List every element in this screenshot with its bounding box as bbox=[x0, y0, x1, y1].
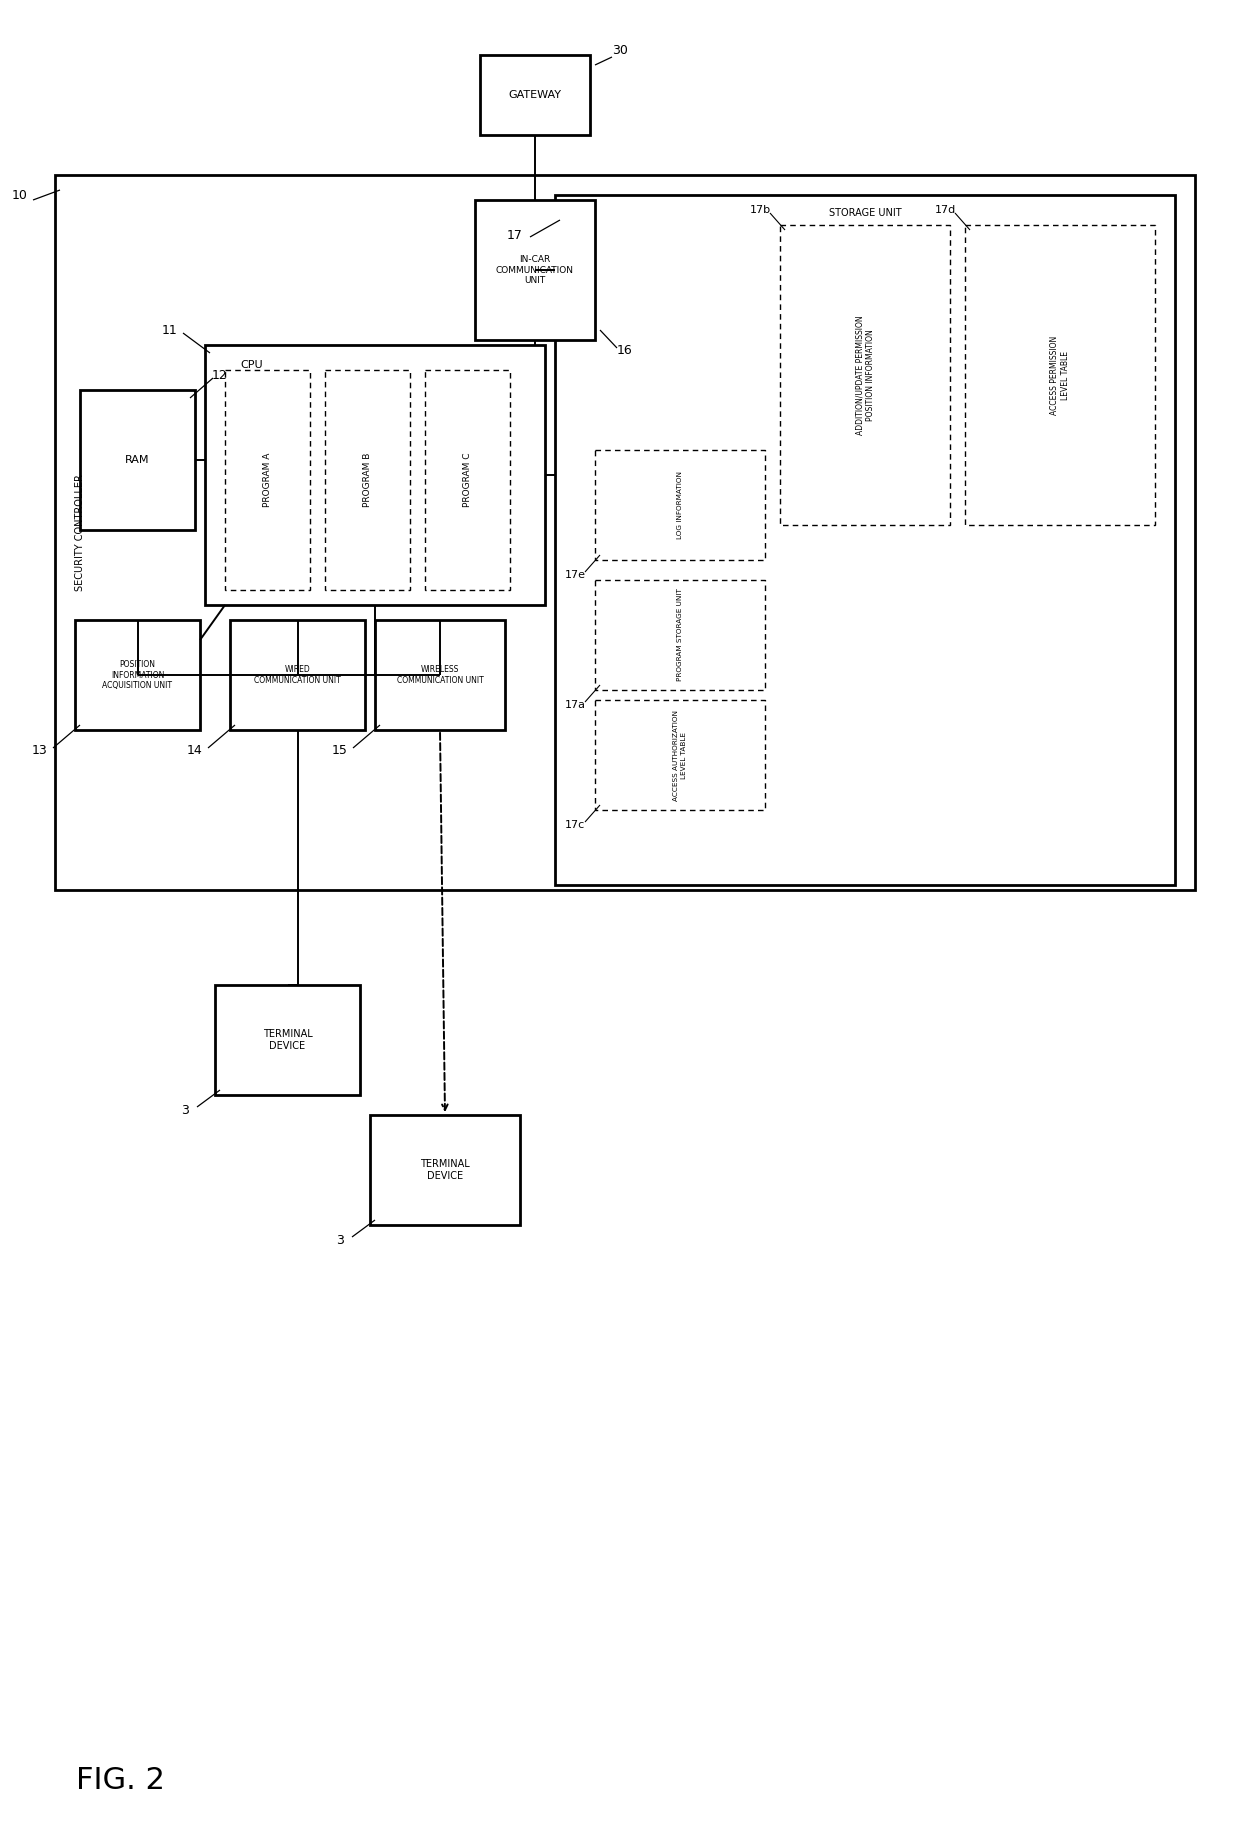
FancyBboxPatch shape bbox=[965, 224, 1154, 524]
Text: ADDITION/UPDATE PERMISSION
POSITION INFORMATION: ADDITION/UPDATE PERMISSION POSITION INFO… bbox=[856, 314, 874, 434]
FancyBboxPatch shape bbox=[780, 224, 950, 524]
Text: TERMINAL
DEVICE: TERMINAL DEVICE bbox=[263, 1030, 312, 1050]
FancyBboxPatch shape bbox=[205, 346, 546, 605]
FancyBboxPatch shape bbox=[374, 620, 505, 730]
FancyBboxPatch shape bbox=[556, 195, 1176, 885]
Text: 30: 30 bbox=[613, 44, 627, 57]
Text: 11: 11 bbox=[162, 324, 177, 337]
Text: 10: 10 bbox=[12, 189, 29, 202]
FancyBboxPatch shape bbox=[224, 370, 310, 590]
FancyBboxPatch shape bbox=[74, 620, 200, 730]
Text: WIRED
COMMUNICATION UNIT: WIRED COMMUNICATION UNIT bbox=[254, 666, 341, 684]
FancyBboxPatch shape bbox=[55, 175, 1195, 890]
FancyBboxPatch shape bbox=[480, 55, 590, 134]
Text: PROGRAM C: PROGRAM C bbox=[463, 452, 472, 508]
FancyBboxPatch shape bbox=[475, 200, 595, 340]
Text: 14: 14 bbox=[187, 743, 203, 756]
Text: 16: 16 bbox=[618, 344, 632, 357]
FancyBboxPatch shape bbox=[595, 701, 765, 809]
Text: PROGRAM B: PROGRAM B bbox=[363, 452, 372, 508]
FancyBboxPatch shape bbox=[595, 451, 765, 561]
Text: RAM: RAM bbox=[125, 454, 150, 465]
Text: TERMINAL
DEVICE: TERMINAL DEVICE bbox=[420, 1159, 470, 1181]
FancyBboxPatch shape bbox=[215, 986, 360, 1094]
Text: LOG INFORMATION: LOG INFORMATION bbox=[677, 471, 683, 539]
Text: CPU: CPU bbox=[241, 360, 263, 370]
Text: 17d: 17d bbox=[935, 204, 956, 215]
Text: 17: 17 bbox=[507, 228, 523, 241]
Text: 17b: 17b bbox=[749, 204, 770, 215]
Text: 15: 15 bbox=[332, 743, 348, 756]
Text: PROGRAM A: PROGRAM A bbox=[263, 452, 272, 508]
FancyBboxPatch shape bbox=[370, 1114, 520, 1225]
Text: GATEWAY: GATEWAY bbox=[508, 90, 562, 99]
Text: SECURITY CONTROLLER: SECURITY CONTROLLER bbox=[74, 474, 86, 590]
Text: WIRELESS
COMMUNICATION UNIT: WIRELESS COMMUNICATION UNIT bbox=[397, 666, 484, 684]
FancyBboxPatch shape bbox=[81, 390, 195, 530]
Text: 17c: 17c bbox=[565, 820, 585, 829]
FancyBboxPatch shape bbox=[595, 579, 765, 690]
Text: STORAGE UNIT: STORAGE UNIT bbox=[828, 208, 901, 219]
Text: 3: 3 bbox=[181, 1103, 188, 1116]
Text: ACCESS AUTHORIZATION
LEVEL TABLE: ACCESS AUTHORIZATION LEVEL TABLE bbox=[673, 710, 687, 800]
Text: 17a: 17a bbox=[564, 701, 585, 710]
FancyBboxPatch shape bbox=[229, 620, 365, 730]
Text: 17e: 17e bbox=[564, 570, 585, 579]
Text: 3: 3 bbox=[336, 1234, 343, 1247]
Text: IN-CAR
COMMUNICATION
UNIT: IN-CAR COMMUNICATION UNIT bbox=[496, 256, 574, 285]
Text: PROGRAM STORAGE UNIT: PROGRAM STORAGE UNIT bbox=[677, 588, 683, 682]
Text: ACCESS PERMISSION
LEVEL TABLE: ACCESS PERMISSION LEVEL TABLE bbox=[1050, 335, 1070, 414]
Text: POSITION
INFORMATION
ACQUISITION UNIT: POSITION INFORMATION ACQUISITION UNIT bbox=[103, 660, 172, 690]
Text: 12: 12 bbox=[212, 368, 228, 381]
Text: 13: 13 bbox=[32, 743, 48, 756]
FancyBboxPatch shape bbox=[425, 370, 510, 590]
FancyBboxPatch shape bbox=[325, 370, 410, 590]
Text: FIG. 2: FIG. 2 bbox=[76, 1765, 165, 1795]
